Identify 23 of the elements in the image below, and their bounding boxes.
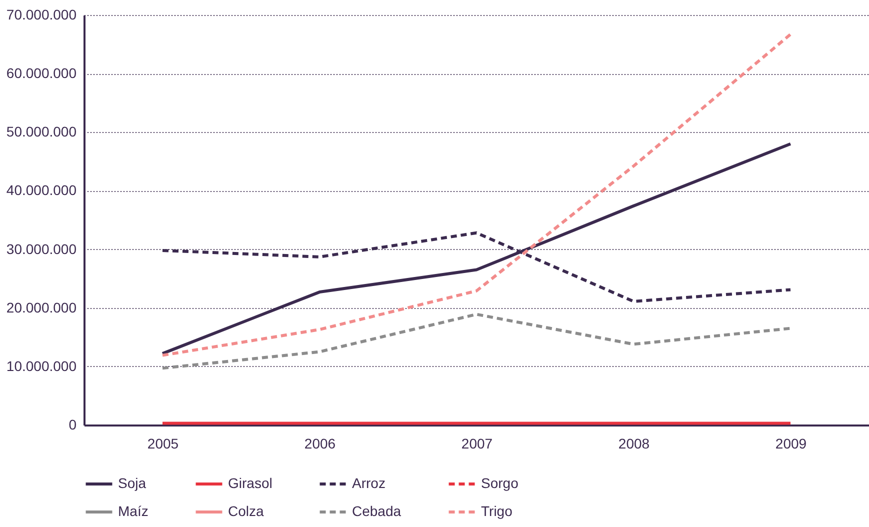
legend-label: Maíz [118,503,148,519]
y-tick-label: 60.000.000 [6,65,77,82]
line-series [161,312,792,370]
legend-label: Sorgo [481,475,519,491]
legend-label: Girasol [228,475,272,491]
y-tick-label: 50.000.000 [6,124,77,140]
x-tick-label: 2006 [304,436,336,452]
x-tick-label: 2007 [461,436,493,452]
y-tick-label: 40.000.000 [6,182,77,198]
y-tick-label: 30.000.000 [6,240,77,257]
legend-label: Arroz [352,475,386,491]
y-tick-label: 0 [68,416,77,432]
line-series [161,32,792,357]
legend-label: Soja [118,475,146,491]
legend-label: Colza [228,503,264,519]
y-tick-label: 70.000.000 [6,6,77,22]
x-tick-label: 2008 [618,436,650,452]
x-tick-label: 2005 [147,436,179,452]
legend-label: Trigo [481,503,513,519]
legend-label: Cebada [352,503,402,519]
x-tick-label: 2009 [775,436,807,452]
y-tick-label: 10.000.000 [6,358,77,374]
y-tick-label: 20.000.000 [6,299,77,316]
